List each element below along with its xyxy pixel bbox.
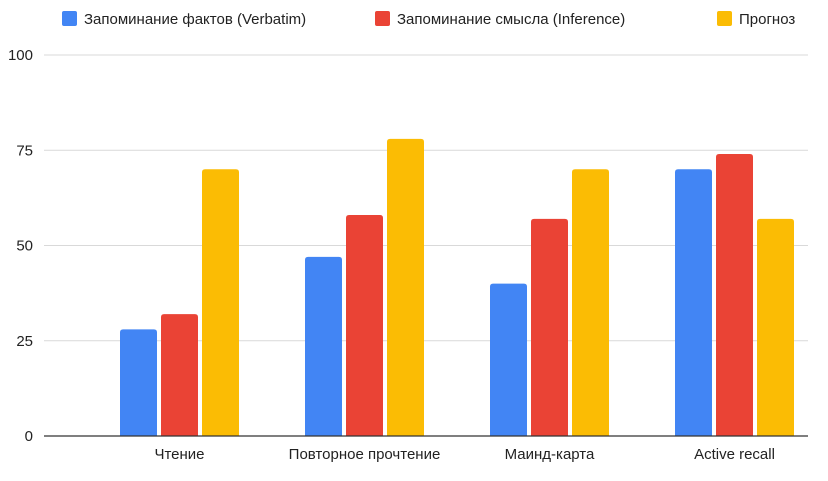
legend-label: Запоминание смысла (Inference) [397,11,625,28]
x-tick-label: Active recall [694,446,775,463]
legend: Запоминание фактов (Verbatim) Запоминание… [62,11,795,28]
bar[interactable] [716,154,753,436]
y-tick-label: 75 [16,142,33,159]
x-tick-label: Повторное прочтение [289,446,441,463]
legend-item[interactable]: Прогноз [717,11,795,28]
bar[interactable] [490,283,527,436]
legend-label: Прогноз [739,11,795,28]
bar[interactable] [757,218,794,436]
legend-swatch [375,11,390,26]
bar[interactable] [572,169,609,437]
x-tick-label: Чтение [154,446,204,463]
y-tick-label: 0 [25,428,33,445]
bar[interactable] [387,138,424,436]
legend-swatch [62,11,77,26]
bar[interactable] [202,169,239,437]
bar[interactable] [120,329,157,436]
legend-label: Запоминание фактов (Verbatim) [84,11,306,28]
bars [120,138,794,437]
bar-group [490,169,609,437]
bar[interactable] [161,314,198,436]
legend-item[interactable]: Запоминание фактов (Verbatim) [62,11,306,28]
bar[interactable] [675,169,712,437]
bar[interactable] [305,256,342,436]
y-axis: 0 25 50 75 100 [8,47,33,445]
legend-item[interactable]: Запоминание смысла (Inference) [375,11,625,28]
bar-group [675,154,794,437]
bar-group [305,138,424,436]
x-axis: Чтение Повторное прочтение Маинд-карта Acti… [44,435,808,463]
y-tick-label: 50 [16,238,33,255]
bar[interactable] [346,215,383,436]
bar-group [120,169,239,437]
x-tick-label: Маинд-карта [505,446,595,463]
y-tick-label: 100 [8,47,33,64]
bar[interactable] [531,218,568,436]
legend-swatch [717,11,732,26]
y-tick-label: 25 [16,333,33,350]
